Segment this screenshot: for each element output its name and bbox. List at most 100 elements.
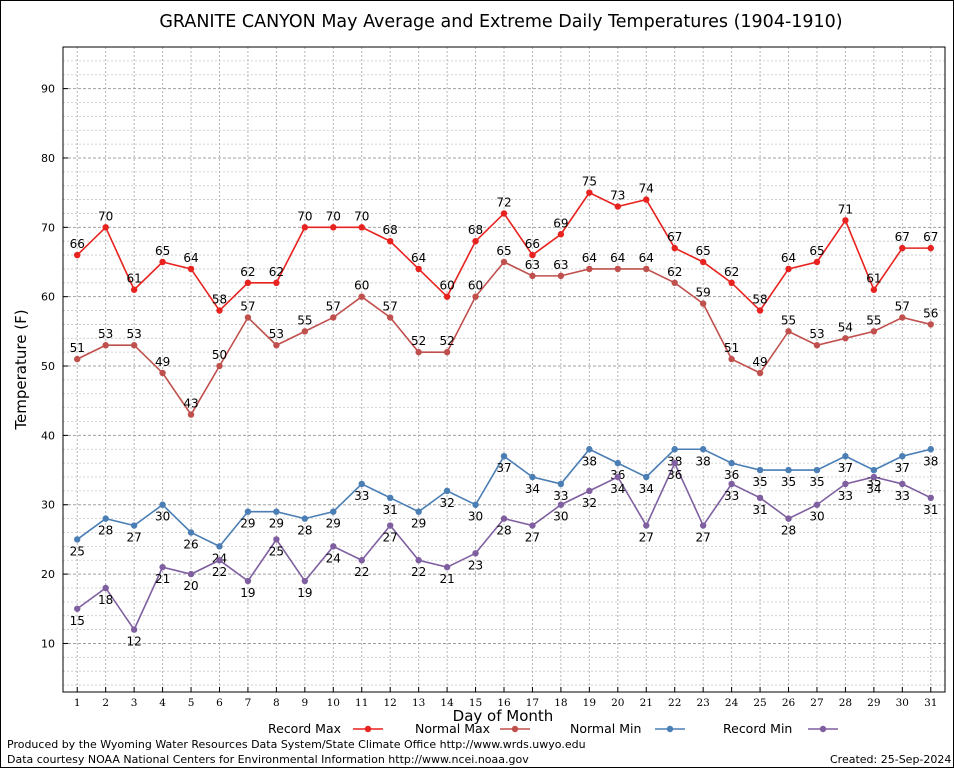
record-max-data-label: 62 (240, 265, 255, 279)
normal-max-point (643, 265, 650, 273)
legend-marker-normal-max (511, 725, 519, 733)
normal-min-data-label: 36 (724, 468, 739, 482)
normal-min-point (386, 494, 394, 502)
y-tick-label: 40 (41, 429, 55, 442)
normal-min-point (244, 508, 252, 515)
x-tick-label: 12 (384, 697, 397, 709)
record-max-data-label: 74 (639, 182, 654, 196)
record-max-data-label: 67 (667, 230, 682, 244)
record-min-data-label: 21 (155, 572, 170, 586)
normal-max-point (273, 342, 280, 349)
record-max-data-label: 61 (866, 272, 881, 286)
record-min-data-label: 25 (269, 544, 284, 558)
record-min-data-label: 33 (838, 489, 853, 503)
normal-min-point (415, 508, 422, 515)
normal-min-data-label: 33 (354, 489, 369, 503)
normal-max-data-label: 57 (383, 299, 398, 313)
normal-max-data-label: 57 (895, 299, 910, 313)
record-max-data-label: 65 (696, 244, 711, 258)
normal-max-point (728, 355, 735, 363)
normal-min-point (671, 446, 678, 453)
x-tick-label: 3 (131, 697, 138, 709)
normal-max-point (671, 279, 678, 287)
x-tick-label: 25 (753, 697, 766, 709)
record-max-point (415, 265, 422, 273)
record-min-data-label: 34 (610, 482, 625, 496)
record-min-point (159, 563, 166, 571)
normal-min-point (187, 529, 195, 536)
normal-min-data-label: 38 (923, 454, 938, 468)
x-tick-label: 26 (782, 697, 796, 709)
normal-max-point (443, 348, 451, 356)
normal-max-data-label: 65 (496, 244, 511, 258)
normal-max-data-label: 51 (70, 341, 85, 355)
normal-min-point (927, 446, 934, 453)
y-tick-label: 60 (41, 291, 55, 304)
normal-max-point (102, 342, 109, 349)
normal-max-point (870, 328, 878, 335)
record-min-point (386, 522, 394, 529)
record-min-data-label: 22 (354, 565, 369, 579)
normal-max-data-label: 53 (809, 327, 824, 341)
record-max-data-label: 68 (468, 223, 483, 237)
normal-min-point (159, 501, 166, 508)
record-max-data-label: 62 (269, 265, 284, 279)
x-tick-label: 24 (725, 697, 739, 709)
normal-max-data-label: 64 (610, 251, 625, 265)
legend-marker-record-max (364, 725, 372, 733)
record-max-data-label: 60 (439, 279, 454, 293)
legend-label-normal-max: Normal Max (415, 721, 490, 736)
record-min-data-label: 34 (866, 482, 881, 496)
record-max-point (187, 265, 195, 273)
record-min-data-label: 19 (240, 586, 255, 600)
record-max-data-label: 58 (212, 293, 227, 307)
record-max-point (842, 217, 849, 224)
normal-min-point (756, 466, 764, 474)
normal-max-data-label: 54 (838, 320, 853, 334)
normal-max-point (529, 272, 536, 280)
normal-max-point (159, 369, 166, 377)
record-max-point (899, 244, 906, 252)
record-min-data-label: 27 (639, 531, 654, 545)
normal-max-point (586, 265, 593, 273)
normal-max-point (756, 369, 764, 377)
record-max-point (671, 244, 678, 252)
x-tick-label: 15 (469, 697, 482, 709)
record-min-data-label: 28 (496, 524, 511, 538)
record-max-point (74, 251, 81, 259)
record-max-point (557, 231, 565, 238)
record-max-point (301, 224, 309, 231)
normal-min-data-label: 31 (383, 503, 398, 517)
record-max-data-label: 62 (724, 265, 739, 279)
normal-max-point (842, 335, 849, 342)
normal-min-point (785, 466, 792, 474)
record-min-point (813, 501, 821, 508)
normal-max-data-label: 53 (98, 327, 113, 341)
record-max-data-label: 70 (326, 209, 341, 223)
record-max-point (443, 293, 451, 300)
legend-label-record-min: Record Min (723, 721, 792, 736)
normal-max-data-label: 60 (354, 279, 369, 293)
normal-max-point (557, 272, 565, 280)
normal-max-point (813, 342, 821, 349)
x-tick-label: 17 (526, 697, 539, 709)
record-max-data-label: 73 (610, 189, 625, 203)
x-axis-title: Day of Month (453, 707, 554, 725)
x-tick-label: 22 (668, 697, 681, 709)
record-max-point (529, 251, 536, 259)
record-min-data-label: 18 (98, 593, 113, 607)
record-max-point (699, 258, 707, 266)
normal-max-point (927, 321, 934, 328)
normal-max-point (187, 411, 195, 418)
record-max-point (500, 210, 508, 217)
normal-max-point (386, 314, 394, 321)
record-min-point (130, 626, 138, 633)
normal-min-data-label: 28 (297, 524, 312, 538)
y-tick-label: 10 (41, 637, 55, 650)
record-min-point (301, 577, 309, 585)
normal-min-point (472, 501, 479, 508)
record-max-point (102, 224, 109, 231)
normal-min-point (500, 452, 508, 460)
normal-max-point (74, 355, 81, 363)
record-min-series: 15 18 12 21 20 22 19 25 19 24 22 27 22 21 23 28 27 30 32 34… (70, 459, 938, 649)
